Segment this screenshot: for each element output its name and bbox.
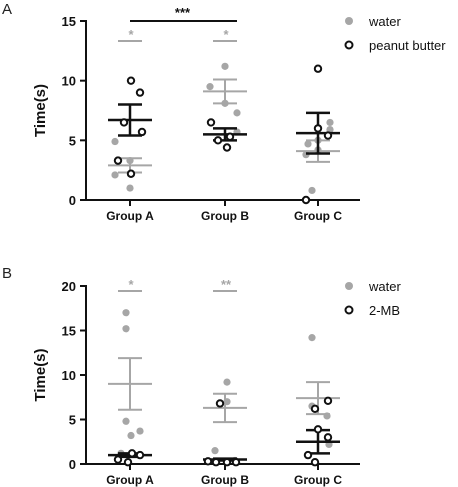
water-point — [122, 309, 130, 317]
y-tick-label: 5 — [69, 133, 76, 148]
treatment-point — [113, 455, 123, 464]
x-tick-label: Group B — [201, 209, 249, 223]
treatment-point — [303, 450, 313, 460]
water-point — [221, 62, 229, 70]
treatment-point — [135, 450, 145, 460]
water-point — [111, 171, 119, 179]
legend-marker-water — [345, 282, 353, 290]
water-point — [304, 140, 312, 148]
legend-marker-water — [345, 17, 353, 25]
x-tick-label: Group C — [294, 209, 342, 223]
x-tick-label: Group A — [106, 473, 154, 487]
significance-marker: * — [128, 27, 134, 42]
water-point — [206, 83, 214, 91]
y-tick-label: 5 — [69, 413, 76, 428]
treatment-point — [113, 156, 123, 165]
y-tick-label: 15 — [62, 324, 76, 339]
treatment-point — [211, 458, 221, 467]
treatment-point — [135, 88, 145, 97]
water-point — [126, 157, 134, 165]
water-point — [308, 186, 316, 195]
y-axis-label: Time(s) — [32, 84, 49, 137]
x-tick-label: Group B — [201, 473, 249, 487]
y-tick-label: 0 — [69, 457, 76, 472]
treatment-point — [301, 195, 311, 205]
treatment-point — [222, 143, 232, 152]
treatment-point — [313, 64, 323, 73]
water-point — [223, 398, 231, 406]
treatment-point — [126, 169, 136, 178]
legend-marker-treatment — [344, 40, 354, 50]
y-tick-label: 10 — [62, 74, 76, 89]
treatment-point — [213, 136, 223, 145]
treatment-point — [323, 433, 333, 442]
treatment-point — [310, 404, 320, 414]
y-tick-label: 20 — [62, 279, 76, 294]
treatment-point — [323, 131, 333, 140]
water-point — [136, 427, 144, 435]
y-tick-label: 0 — [69, 193, 76, 208]
treatment-point — [123, 458, 133, 467]
treatment-point — [206, 118, 216, 127]
legend-marker-treatment — [344, 305, 354, 315]
water-point — [127, 431, 135, 440]
water-point — [323, 412, 331, 420]
treatment-point — [310, 458, 320, 467]
treatment-point — [215, 399, 225, 408]
y-tick-label: 15 — [62, 14, 76, 29]
x-tick-label: Group C — [294, 473, 342, 487]
significance-marker: * — [223, 27, 229, 42]
panel-label: B — [2, 265, 12, 282]
water-point — [126, 184, 134, 192]
treatment-point — [137, 127, 147, 137]
panel-label: A — [2, 1, 12, 18]
water-point — [223, 378, 231, 386]
treatment-point — [222, 458, 232, 467]
treatment-point — [313, 124, 323, 133]
legend-label: 2-MB — [369, 303, 400, 318]
treatment-point — [119, 118, 129, 127]
treatment-point — [127, 449, 137, 458]
significance-marker: * — [128, 277, 134, 292]
x-tick-label: Group A — [106, 209, 154, 223]
treatment-point — [323, 396, 333, 406]
y-axis-label: Time(s) — [32, 348, 49, 401]
significance-marker: ** — [221, 277, 232, 292]
water-point — [326, 118, 334, 127]
treatment-point — [225, 132, 235, 141]
y-tick-label: 10 — [62, 368, 76, 383]
legend-label: water — [368, 14, 401, 29]
water-point — [122, 325, 130, 333]
significance-marker: *** — [175, 5, 191, 20]
legend-label: water — [368, 279, 401, 294]
water-point — [122, 417, 130, 425]
treatment-point — [313, 425, 323, 434]
water-point — [233, 109, 241, 117]
treatment-point — [203, 457, 213, 466]
legend-label: peanut butter — [369, 38, 446, 53]
water-point — [308, 334, 316, 342]
treatment-point — [231, 458, 241, 467]
treatment-point — [126, 76, 136, 85]
water-point — [221, 99, 229, 107]
water-point — [111, 137, 119, 146]
water-point — [211, 447, 219, 455]
